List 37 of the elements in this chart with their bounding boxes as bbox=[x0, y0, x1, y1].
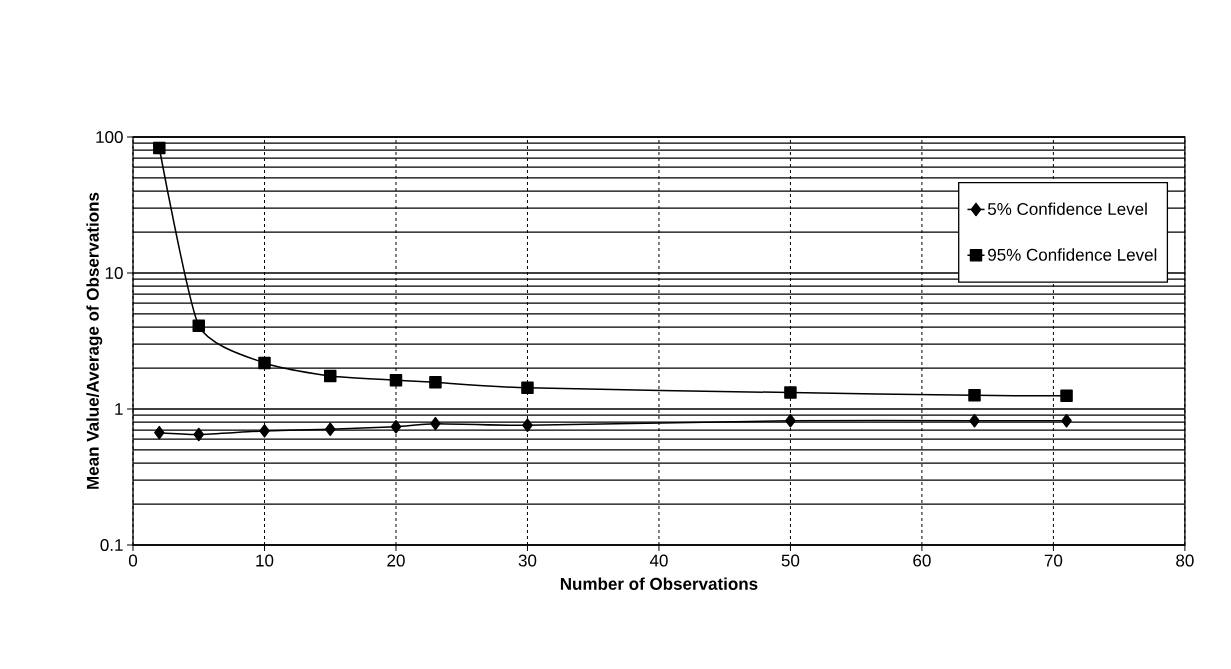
x-axis-title: Number of Observations bbox=[560, 577, 758, 590]
point bbox=[258, 356, 271, 370]
point bbox=[522, 418, 533, 432]
y-tick-label: 100 bbox=[96, 130, 123, 144]
point bbox=[259, 424, 270, 438]
x-tick-label: 10 bbox=[256, 554, 274, 567]
point bbox=[1061, 413, 1072, 428]
point bbox=[154, 425, 165, 440]
x-tick-label: 20 bbox=[387, 554, 405, 567]
x-tick-label: 60 bbox=[913, 554, 931, 567]
x-tick-label: 70 bbox=[1044, 554, 1063, 567]
point bbox=[784, 386, 797, 399]
point bbox=[968, 389, 981, 402]
point bbox=[192, 319, 205, 332]
y-tick-label: 0.1 bbox=[100, 538, 123, 552]
point bbox=[323, 369, 337, 383]
x-tick-label: 50 bbox=[781, 554, 800, 567]
point bbox=[969, 413, 980, 428]
point bbox=[1060, 389, 1073, 403]
y-axis-title: Mean Value/Average of Observations bbox=[86, 192, 103, 489]
point bbox=[390, 420, 402, 434]
point bbox=[153, 141, 166, 155]
x-tick-label: 0 bbox=[128, 554, 138, 567]
x-tick-label: 30 bbox=[518, 554, 537, 567]
legend-label: 5% Confidence Level bbox=[987, 202, 1147, 216]
point bbox=[785, 413, 796, 428]
point bbox=[429, 376, 442, 389]
point bbox=[521, 381, 534, 395]
x-tick-label: 40 bbox=[649, 554, 668, 567]
y-tick-label: 10 bbox=[105, 266, 123, 280]
point bbox=[193, 427, 204, 442]
y-tick-label: 1 bbox=[115, 403, 123, 415]
point bbox=[430, 416, 441, 431]
x-tick-label: 80 bbox=[1176, 554, 1194, 567]
legend-label: 95% Confidence Level bbox=[988, 248, 1157, 261]
point bbox=[324, 422, 336, 436]
point bbox=[389, 373, 403, 387]
